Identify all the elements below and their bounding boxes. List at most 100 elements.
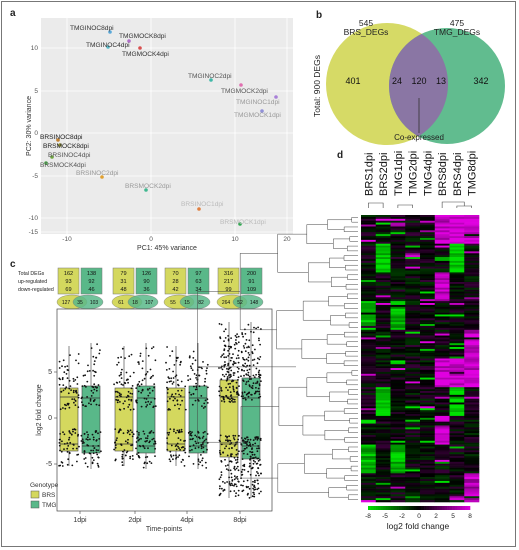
box-jitter-point (197, 400, 200, 402)
heatmap-cell (449, 337, 465, 340)
box-jitter-point (131, 431, 134, 434)
heatmap-cell (405, 303, 421, 306)
box-jitter-point (93, 388, 96, 391)
heatmap-cell (449, 320, 465, 323)
box-jitter-point (244, 442, 247, 444)
heatmap-cell (420, 498, 436, 501)
heatmap-cell (405, 366, 421, 369)
box-jitter-point (232, 360, 235, 363)
heatmap-cell (464, 377, 480, 380)
pca-plot-area (41, 18, 293, 234)
heatmap-cell (405, 480, 421, 484)
heatmap-cell (449, 469, 465, 472)
box-jitter-point (174, 445, 177, 447)
box-jitter-point (95, 430, 98, 432)
box-jitter-point (232, 434, 235, 437)
heatmap-cell (464, 343, 480, 346)
heatmap-cell (464, 260, 480, 264)
heatmap-cell (420, 385, 436, 388)
heatmap-row-dendrogram-branch (351, 370, 358, 376)
heatmap-cell (449, 224, 465, 227)
venn-tmg-total: 475 (450, 18, 464, 28)
heatmap-cell (420, 339, 436, 342)
heatmap-cell (434, 329, 450, 333)
deg-table-brs (217, 267, 240, 295)
heatmap-cell (361, 274, 377, 277)
box-jitter-point (144, 440, 147, 443)
heatmap-cell (434, 415, 450, 419)
box-jitter-point (230, 476, 233, 479)
box-jitter-point (224, 328, 227, 331)
box-jitter-point (75, 359, 77, 362)
heatmap-cell (420, 257, 436, 260)
heatmap-row-dendrogram-branch (345, 284, 358, 290)
heatmap-cell (361, 329, 377, 333)
box-jitter-point (84, 462, 87, 465)
box-jitter-point (66, 377, 69, 379)
heatmap-cell (375, 236, 391, 239)
heatmap-cell (464, 247, 480, 250)
heatmap-cell (449, 373, 465, 377)
box-jitter-point (191, 403, 194, 406)
heatmap-cell (405, 379, 421, 382)
heatmap-cell (420, 446, 436, 449)
heatmap-cell (420, 377, 436, 380)
heatmap-cell (375, 421, 391, 424)
heatmap-cell (375, 498, 391, 501)
heatmap-cell (361, 479, 377, 482)
box-jitter-point (236, 458, 239, 461)
deg-count-brs: 42 (172, 287, 178, 293)
box-jitter-point (230, 397, 233, 400)
heatmap-cell (361, 404, 377, 407)
box-jitter-point (259, 356, 262, 358)
heatmap-scale-bar (436, 506, 440, 510)
box-jitter-point (254, 442, 257, 445)
heatmap-cell (449, 262, 465, 266)
box-jitter-point (206, 402, 209, 404)
heatmap-cell (434, 348, 450, 352)
heatmap-cell (405, 289, 421, 292)
heatmap-cell (449, 257, 465, 260)
box-jitter-point (233, 438, 236, 441)
box-jitter-point (87, 433, 89, 436)
box-jitter-point (127, 430, 130, 433)
box-jitter-point (234, 334, 237, 337)
heatmap-cell (464, 253, 480, 256)
heatmap-cell (390, 325, 406, 329)
box-jitter-point (181, 430, 183, 433)
heatmap-cell (434, 450, 450, 453)
heatmap-scale-bar (462, 506, 466, 510)
box-jitter-point (257, 445, 260, 447)
box-jitter-point (256, 447, 258, 450)
heatmap-cell (390, 452, 406, 455)
heatmap-cell (361, 392, 377, 396)
heatmap-cell (434, 383, 450, 386)
heatmap-cell (449, 412, 465, 415)
box-jitter-point (174, 404, 176, 407)
heatmap-row-dendrogram-branch (324, 410, 350, 421)
box-jitter-point (254, 392, 257, 394)
heatmap-cell (420, 488, 436, 491)
heatmap-cell (405, 318, 421, 321)
heatmap-cell (390, 419, 406, 422)
heatmap-cell (375, 500, 391, 503)
heatmap-column-label: BRS2dpi (378, 153, 390, 196)
box-jitter-point (72, 389, 75, 392)
heatmap-cell (375, 490, 391, 493)
box-jitter-point (113, 448, 115, 451)
heatmap-cell (375, 387, 391, 390)
box-jitter-point (237, 489, 240, 492)
heatmap-cell (464, 251, 480, 254)
heatmap-cell (434, 293, 450, 296)
heatmap-cell (464, 314, 480, 317)
heatmap-row-dendrogram-branch (343, 408, 358, 414)
box-jitter-point (97, 432, 99, 435)
heatmap-column-dendrogram-branch (456, 205, 472, 208)
heatmap-cell (449, 389, 465, 392)
heatmap-cell (405, 268, 421, 271)
box-jitter-point (173, 428, 175, 431)
heatmap-cell (361, 216, 377, 220)
box-jitter-point (166, 432, 169, 434)
heatmap-cell (434, 291, 450, 294)
heatmap-row-dendrogram-branch (277, 233, 309, 273)
